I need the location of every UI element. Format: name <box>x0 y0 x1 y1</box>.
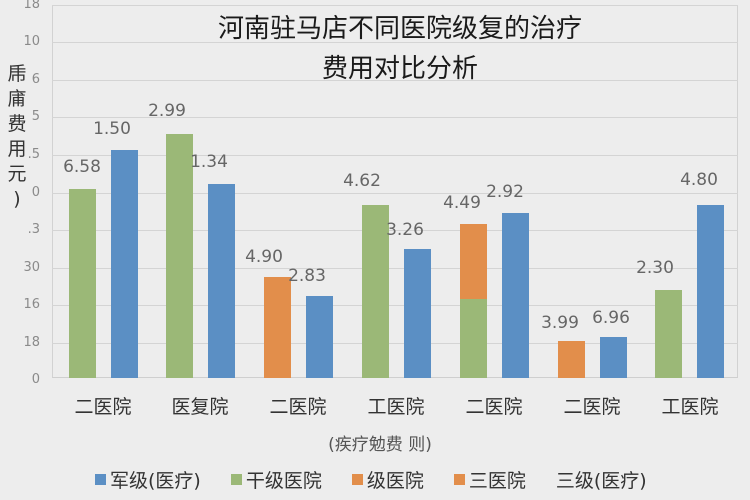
y-tick-label: 30 <box>23 260 40 275</box>
data-label: 4.62 <box>343 171 381 191</box>
bar <box>558 341 585 378</box>
x-category-label: 工医院 <box>661 396 719 418</box>
bar <box>697 205 724 378</box>
gridline <box>52 343 738 344</box>
legend-label: 军级(医疗) <box>110 470 201 492</box>
y-tick-label: 18 <box>23 335 40 350</box>
bar <box>69 189 96 378</box>
legend-label: 三级(医疗) <box>555 470 647 492</box>
y-label-char: 用 <box>7 138 27 160</box>
legend-item: 级医院 <box>351 466 424 493</box>
y-tick-label: 16 <box>23 297 40 312</box>
x-axis-label: (疾疗勉费 则) <box>328 435 432 455</box>
legend-item: 军级(医疗) <box>95 466 201 493</box>
gridline <box>52 268 738 269</box>
y-tick-label: 10 <box>23 34 40 49</box>
data-label: 2.92 <box>486 182 524 202</box>
bar <box>111 150 138 378</box>
bar <box>460 299 487 378</box>
legend-label: 三医院 <box>468 470 526 492</box>
gridline <box>52 80 738 81</box>
x-category-label: 二医院 <box>269 396 327 418</box>
y-label-char: 庯 <box>7 88 27 110</box>
data-label: 6.96 <box>592 308 630 328</box>
legend: 军级(医疗) 干级医院 级医院 三医院 三级(医疗) <box>95 466 677 493</box>
data-label: 2.30 <box>636 258 674 278</box>
y-label-char: 费 <box>7 113 27 135</box>
legend-swatch <box>230 474 242 485</box>
y-tick-label: .5 <box>27 147 40 162</box>
legend-item: 三医院 <box>453 466 526 493</box>
plot-area <box>52 5 738 378</box>
y-tick-label: 0 <box>31 185 40 200</box>
bar <box>166 134 193 378</box>
y-tick-label: 18 <box>23 0 40 12</box>
data-label: 4.49 <box>443 193 481 213</box>
x-category-label: 医复院 <box>171 396 229 418</box>
data-label: 4.80 <box>680 170 718 190</box>
x-category-label: 工医院 <box>367 396 425 418</box>
bar <box>460 224 487 299</box>
x-category-label: 二医院 <box>74 396 132 418</box>
gridline <box>52 42 738 43</box>
chart-title-line-1: 河南驻马店不同医院级复的治疗 <box>217 14 582 44</box>
gridline <box>52 193 738 194</box>
y-tick-label: 5 <box>31 109 40 124</box>
gridline <box>52 230 738 231</box>
bar <box>655 290 682 378</box>
bar <box>264 277 291 378</box>
data-label: 1.50 <box>93 119 131 139</box>
y-tick-label: 6 <box>31 72 40 87</box>
y-tick-label: 0 <box>31 372 40 387</box>
bar <box>362 205 389 378</box>
data-label: 3.26 <box>386 220 424 240</box>
gridline <box>52 5 738 6</box>
legend-label: 干级医院 <box>245 470 322 492</box>
y-label-char: 乕 <box>7 63 27 85</box>
legend-swatch <box>95 474 106 485</box>
gridline <box>52 305 738 306</box>
data-label: 3.99 <box>541 313 579 333</box>
bar <box>502 213 529 378</box>
legend-item: 干级医院 <box>230 466 322 493</box>
bar <box>600 337 627 378</box>
chart-title-line-2: 费用对比分析 <box>321 54 478 84</box>
y-axis-label: 乕庯费用元) <box>4 62 30 212</box>
data-label: 6.58 <box>63 157 101 177</box>
bar <box>306 296 333 378</box>
data-label: 4.90 <box>245 247 283 267</box>
bar <box>404 249 431 378</box>
x-category-label: 二医院 <box>465 396 523 418</box>
legend-item: 三级(医疗) <box>556 466 647 493</box>
legend-label: 级医院 <box>366 470 424 492</box>
data-label: 1.34 <box>190 152 228 172</box>
gridline <box>52 155 738 156</box>
legend-swatch <box>453 474 465 485</box>
legend-swatch <box>351 474 363 485</box>
data-label: 2.83 <box>288 266 326 286</box>
bar <box>208 184 235 378</box>
y-label-char: ) <box>13 188 21 210</box>
x-category-label: 二医院 <box>563 396 621 418</box>
data-label: 2.99 <box>148 101 186 121</box>
gridline <box>52 117 738 118</box>
y-tick-label: .3 <box>27 222 40 237</box>
y-label-char: 元 <box>7 163 27 185</box>
